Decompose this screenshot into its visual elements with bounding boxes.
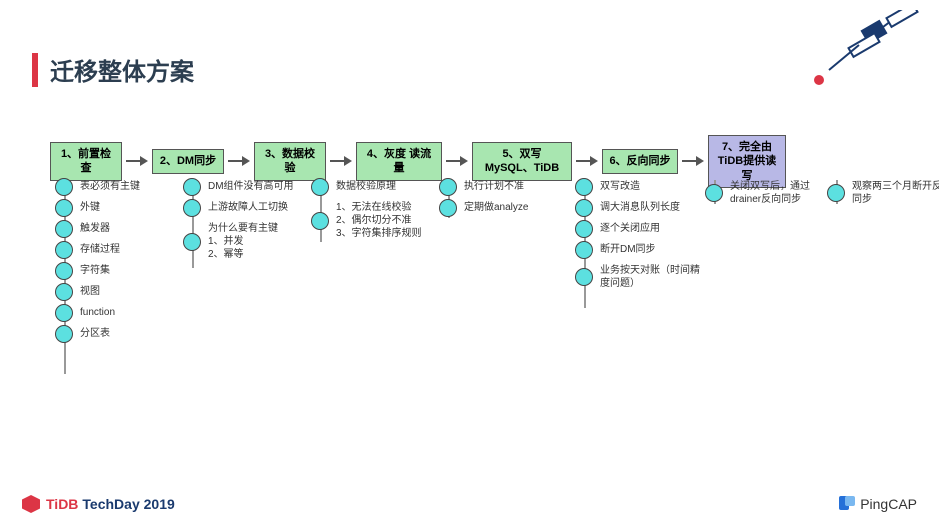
arrow-icon <box>682 155 704 167</box>
detail-item: 字符集 <box>50 264 140 277</box>
detail-text: 视图 <box>80 285 100 298</box>
detail-text: 执行计划不准 <box>464 180 524 193</box>
detail-item: 观察两三个月断开反向同步 <box>822 180 939 206</box>
detail-text: 字符集 <box>80 264 110 277</box>
detail-item: 断开DM同步 <box>570 243 700 256</box>
detail-text: 分区表 <box>80 327 110 340</box>
detail-text: 上游故障人工切换 <box>208 201 288 214</box>
pingcap-logo: PingCAP <box>839 496 917 512</box>
detail-item: 定期做analyze <box>434 201 528 214</box>
detail-text: 为什么要有主键 1、并发 2、幂等 <box>208 222 278 261</box>
detail-item: function <box>50 306 140 319</box>
node-dot <box>705 184 723 202</box>
detail-text: 断开DM同步 <box>600 243 656 256</box>
page-title-container: 迁移整体方案 <box>32 52 194 87</box>
detail-item: 为什么要有主键 1、并发 2、幂等 <box>178 222 294 261</box>
node-dot <box>55 241 73 259</box>
detail-item: 数据校验原理 <box>306 180 422 193</box>
arrow-icon <box>330 155 352 167</box>
detail-text: 定期做analyze <box>464 201 528 214</box>
detail-column-5: 双写改造调大消息队列长度逐个关闭应用断开DM同步业务按天对账（时间精度问题） <box>570 180 700 298</box>
arrow-icon <box>228 155 250 167</box>
detail-text: 业务按天对账（时间精度问题） <box>600 264 700 290</box>
detail-item: 表必须有主键 <box>50 180 140 193</box>
detail-item: DM组件没有高可用 <box>178 180 294 193</box>
node-dot <box>55 283 73 301</box>
detail-column-3: 数据校验原理 1、无法在线校验2、偶尔切分不准3、字符集排序规则 <box>306 180 422 248</box>
detail-column-4: 执行计划不准定期做analyze <box>434 180 528 222</box>
footer: TiDB TechDay 2019 PingCAP <box>22 495 917 513</box>
arrow-icon <box>126 155 148 167</box>
detail-text: 观察两三个月断开反向同步 <box>852 180 939 206</box>
detail-item: 视图 <box>50 285 140 298</box>
tidb-icon <box>22 495 40 513</box>
node-dot <box>575 220 593 238</box>
node-dot <box>55 220 73 238</box>
detail-text: 调大消息队列长度 <box>600 201 680 214</box>
pingcap-icon <box>839 496 855 512</box>
detail-text: 存储过程 <box>80 243 120 256</box>
tidb-logo: TiDB TechDay 2019 <box>22 495 175 513</box>
techday-text: TechDay 2019 <box>82 496 174 512</box>
page-title: 迁移整体方案 <box>50 52 194 87</box>
node-dot <box>439 178 457 196</box>
node-dot <box>55 304 73 322</box>
node-dot <box>183 233 201 251</box>
detail-text: function <box>80 306 115 319</box>
node-dot <box>55 178 73 196</box>
detail-item: 关闭双写后，通过drainer反向同步 <box>700 180 810 206</box>
node-dot <box>827 184 845 202</box>
detail-text: 关闭双写后，通过drainer反向同步 <box>730 180 810 206</box>
node-dot <box>55 199 73 217</box>
detail-column-2: DM组件没有高可用上游故障人工切换为什么要有主键 1、并发 2、幂等 <box>178 180 294 269</box>
detail-item: 存储过程 <box>50 243 140 256</box>
step-box-6: 6、反向同步 <box>602 149 678 173</box>
node-dot <box>311 178 329 196</box>
detail-item: 触发器 <box>50 222 140 235</box>
step-box-1: 1、前置检查 <box>50 142 122 181</box>
pingcap-text: PingCAP <box>860 496 917 512</box>
step-box-2: 2、DM同步 <box>152 149 224 173</box>
step-box-5: 5、双写MySQL、TiDB <box>472 142 572 181</box>
arrow-icon <box>576 155 598 167</box>
node-dot <box>183 178 201 196</box>
detail-text: 表必须有主键 <box>80 180 140 193</box>
detail-item: 调大消息队列长度 <box>570 201 700 214</box>
node-dot <box>575 199 593 217</box>
detail-text: 数据校验原理 <box>336 180 396 193</box>
detail-item: 逐个关闭应用 <box>570 222 700 235</box>
detail-item: 外键 <box>50 201 140 214</box>
title-accent-bar <box>32 53 38 87</box>
node-dot <box>55 262 73 280</box>
step-box-4: 4、灰度 读流量 <box>356 142 442 181</box>
node-dot <box>575 268 593 286</box>
tidb-brand-text: TiDB <box>46 496 78 512</box>
detail-text: 双写改造 <box>600 180 640 193</box>
node-dot <box>183 199 201 217</box>
step-box-3: 3、数据校验 <box>254 142 326 181</box>
node-dot <box>55 325 73 343</box>
migration-diagram: 1、前置检查 2、DM同步 3、数据校验 4、灰度 读流量 5、双写MySQL、TiDB… <box>50 135 920 208</box>
detail-column-1: 表必须有主键外键触发器存储过程字符集视图 function 分区表 <box>50 180 140 348</box>
detail-column-6: 关闭双写后，通过drainer反向同步 <box>700 180 810 214</box>
detail-item: 双写改造 <box>570 180 700 193</box>
detail-text: 1、无法在线校验2、偶尔切分不准3、字符集排序规则 <box>336 201 422 240</box>
detail-text: 触发器 <box>80 222 110 235</box>
satellite-decoration <box>809 10 929 100</box>
node-dot <box>575 178 593 196</box>
node-dot <box>439 199 457 217</box>
detail-text: DM组件没有高可用 <box>208 180 294 193</box>
detail-text: 逐个关闭应用 <box>600 222 660 235</box>
detail-item: 1、无法在线校验2、偶尔切分不准3、字符集排序规则 <box>306 201 422 240</box>
node-dot <box>311 212 329 230</box>
detail-item: 上游故障人工切换 <box>178 201 294 214</box>
detail-item: 分区表 <box>50 327 140 340</box>
node-dot <box>575 241 593 259</box>
detail-item: 业务按天对账（时间精度问题） <box>570 264 700 290</box>
detail-item: 执行计划不准 <box>434 180 528 193</box>
arrow-icon <box>446 155 468 167</box>
detail-text: 外键 <box>80 201 100 214</box>
detail-column-7: 观察两三个月断开反向同步 <box>822 180 939 214</box>
